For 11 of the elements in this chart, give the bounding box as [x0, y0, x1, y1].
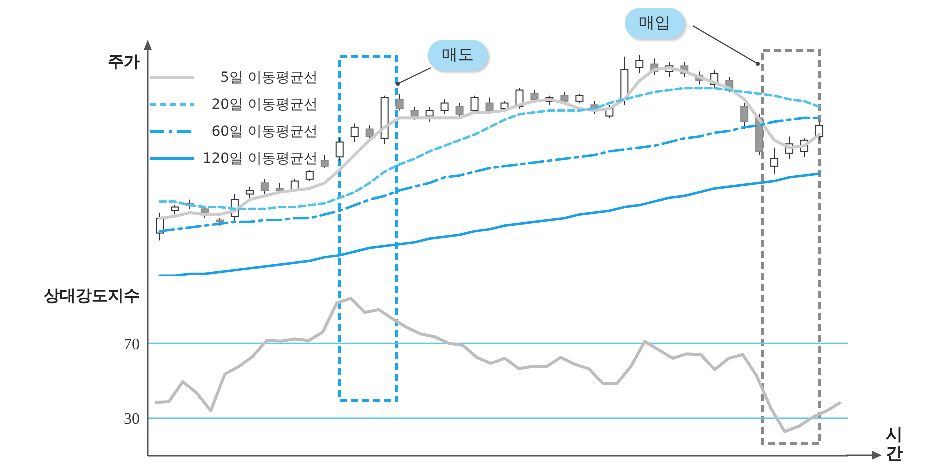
y-axis-title: 주가 — [108, 52, 140, 73]
legend-label: 120일 이동평균선 — [202, 150, 318, 168]
x-axis-title: 시간 — [886, 425, 904, 464]
legend-label: 5일 이동평균선 — [220, 68, 318, 86]
y-tick-label: 70 — [124, 336, 140, 354]
annotation: 매도 — [428, 40, 488, 71]
legend-label: 60일 이동평균선 — [210, 122, 318, 140]
text: 매입 — [625, 8, 685, 39]
legend-label: 20일 이동평균선 — [210, 96, 318, 114]
y-tick-label: 30 — [124, 411, 140, 428]
y-axis-title: 상대강도지수 — [44, 286, 140, 307]
